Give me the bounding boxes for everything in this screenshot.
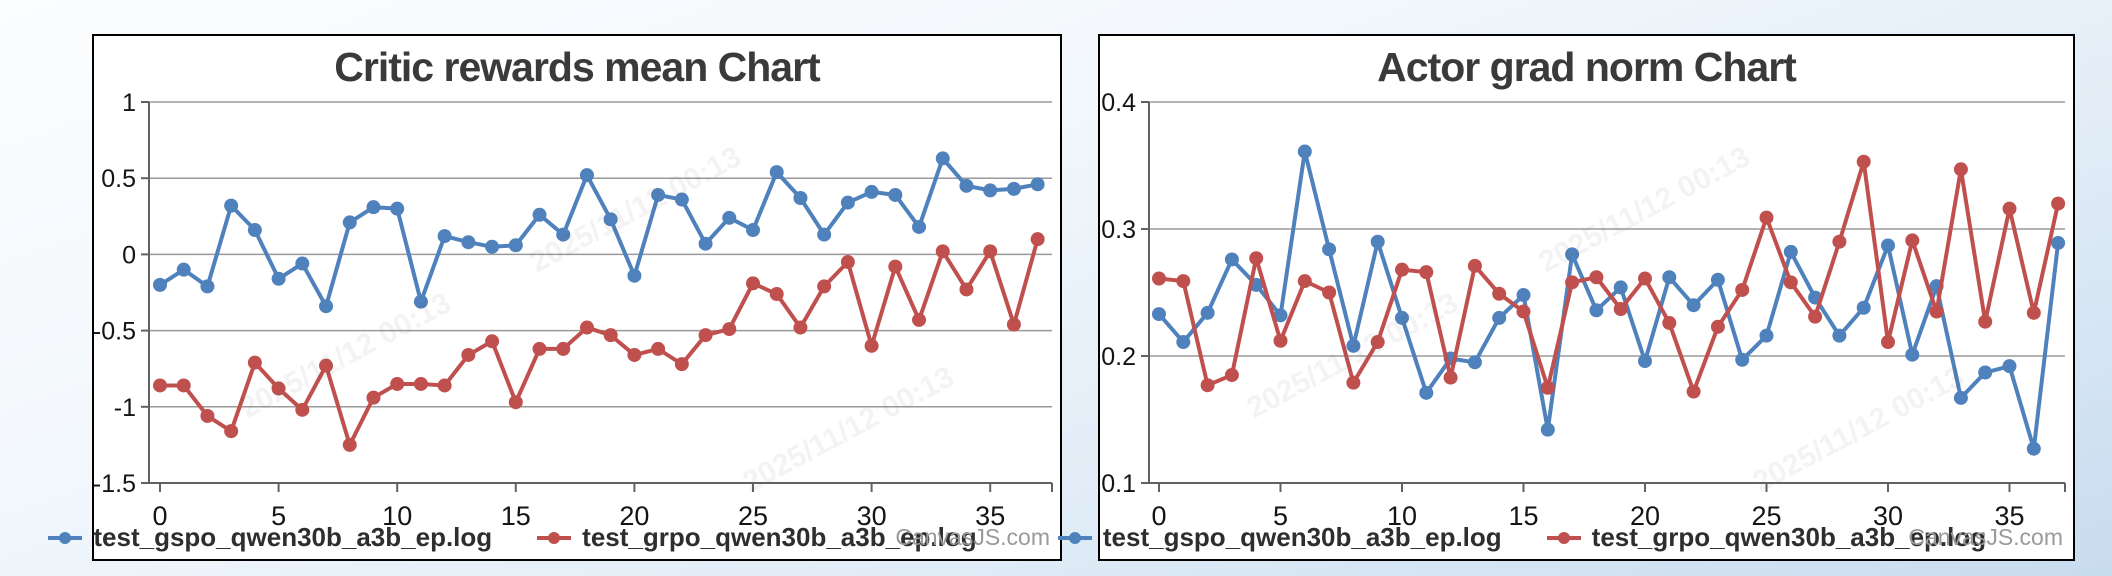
- legend-label: test_gspo_qwen30b_a3b_ep.log: [93, 522, 493, 552]
- legend: test_gspo_qwen30b_a3b_ep.log test_grpo_q…: [48, 522, 977, 553]
- svg-text:35: 35: [1994, 501, 2024, 531]
- legend-item-gspo[interactable]: test_gspo_qwen30b_a3b_ep.log: [47, 522, 492, 553]
- svg-text:0.4: 0.4: [1101, 89, 1136, 117]
- svg-text:0.3: 0.3: [1101, 216, 1136, 244]
- svg-text:-1: -1: [114, 394, 136, 422]
- svg-text:-0.5: -0.5: [94, 318, 136, 346]
- svg-text:20: 20: [1630, 501, 1660, 531]
- canvasjs-credit-link[interactable]: CanvasJS.com: [895, 524, 1050, 550]
- line-marker-icon: [48, 531, 83, 544]
- line-marker-icon: [1057, 531, 1092, 544]
- legend-label: test_grpo_qwen30b_a3b_ep.log: [1591, 522, 1987, 552]
- svg-text:15: 15: [1508, 501, 1538, 531]
- svg-text:-1.5: -1.5: [94, 470, 136, 498]
- actor-grad-norm-chart: Actor grad norm Chart 0.4 0.3 0.2 0.1 0 5 10 15…: [1057, 34, 2075, 561]
- svg-text:30: 30: [1873, 501, 1903, 531]
- svg-text:1: 1: [122, 89, 136, 117]
- plot-area: 1 0.5 0 -0.5 -1 -1.5 0 5 10 15 20 25 30 35: [94, 89, 1053, 531]
- chart-title: Actor grad norm Chart: [1377, 44, 1797, 90]
- svg-text:5: 5: [271, 501, 286, 531]
- plot-area: 0.4 0.3 0.2 0.1 0 5 10 15 20 25 30 35: [1101, 89, 2066, 531]
- svg-text:25: 25: [1751, 501, 1781, 531]
- svg-text:5: 5: [1273, 501, 1288, 531]
- line-marker-icon: [537, 531, 572, 544]
- svg-text:0: 0: [1151, 501, 1166, 531]
- legend: test_gspo_qwen30b_a3b_ep.log test_grpo_q…: [1057, 522, 1986, 553]
- svg-text:10: 10: [382, 501, 412, 531]
- svg-text:30: 30: [857, 501, 887, 531]
- svg-text:0.5: 0.5: [101, 165, 136, 193]
- svg-text:20: 20: [619, 501, 649, 531]
- canvasjs-credit-link[interactable]: CanvasJS.com: [1908, 524, 2063, 550]
- critic-rewards-mean-chart: Critic rewards mean Chart 1 0.5 0 -0.5 -1 -1.…: [48, 34, 1062, 561]
- svg-text:15: 15: [501, 501, 531, 531]
- svg-text:0.2: 0.2: [1101, 343, 1136, 371]
- legend-label: test_gspo_qwen30b_a3b_ep.log: [1102, 522, 1502, 552]
- legend-item-grpo[interactable]: test_grpo_qwen30b_a3b_ep.log: [536, 522, 977, 553]
- svg-text:0: 0: [152, 501, 167, 531]
- svg-text:10: 10: [1387, 501, 1417, 531]
- svg-text:35: 35: [975, 501, 1005, 531]
- svg-text:0: 0: [122, 241, 136, 269]
- line-marker-icon: [1546, 531, 1581, 544]
- chart-title: Critic rewards mean Chart: [334, 44, 820, 90]
- svg-text:25: 25: [738, 501, 768, 531]
- legend-item-gspo[interactable]: test_gspo_qwen30b_a3b_ep.log: [1057, 522, 1502, 553]
- legend-label: test_grpo_qwen30b_a3b_ep.log: [582, 522, 977, 552]
- svg-text:0.1: 0.1: [1101, 470, 1136, 498]
- legend-item-grpo[interactable]: test_grpo_qwen30b_a3b_ep.log: [1546, 522, 1986, 553]
